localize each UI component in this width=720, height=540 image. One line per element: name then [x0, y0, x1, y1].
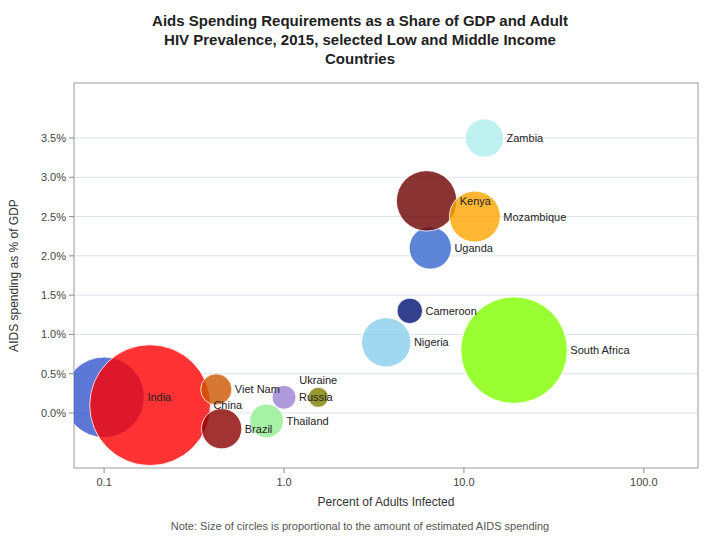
point-labels: India ChinaBrazil Viet Nam Thailand Russia Uk…	[147, 132, 630, 435]
bubble	[396, 171, 456, 231]
bubble	[397, 298, 422, 323]
x-tick-label: 1.0	[276, 476, 291, 488]
bubble	[465, 119, 503, 157]
note: Note: Size of circles is proportional to…	[171, 520, 549, 532]
x-tick	[463, 468, 464, 473]
y-tick-label: 0.0%	[41, 407, 66, 419]
chart: Aids Spending Requirements as a Share of…	[0, 0, 720, 540]
bubble	[90, 345, 211, 466]
point-label: Nigeria	[414, 336, 450, 348]
x-tick-label: 100.0	[630, 476, 658, 488]
y-tick	[69, 216, 74, 217]
y-tick-label: 1.0%	[41, 328, 66, 340]
x-tick-label: 10.0	[453, 476, 474, 488]
y-tick	[69, 295, 74, 296]
point-label: Mozambique	[503, 211, 566, 223]
y-tick-label: 0.5%	[41, 368, 66, 380]
grid-line	[74, 138, 698, 139]
bubble	[409, 227, 451, 269]
x-tick	[284, 468, 285, 473]
grid-line	[74, 177, 698, 178]
grid-line	[74, 216, 698, 217]
y-tick-label: 2.0%	[41, 250, 66, 262]
y-tick	[69, 177, 74, 178]
point-label: Kenya	[460, 195, 492, 207]
y-tick	[69, 373, 74, 374]
point-label: Cameroon	[426, 305, 477, 317]
y-tick	[69, 413, 74, 414]
point-label: Thailand	[286, 415, 328, 427]
x-tick	[104, 468, 105, 473]
point-label: Zambia	[507, 132, 545, 144]
point-label: India	[147, 391, 172, 403]
title: Aids Spending Requirements as a Share of…	[152, 12, 568, 67]
y-tick-label: 3.0%	[41, 171, 66, 183]
point-label: Brazil	[245, 423, 273, 435]
point-label: South Africa	[570, 344, 630, 356]
y-axis-label: AIDS spending as % of GDP	[7, 199, 21, 352]
point-label: Ukraine	[299, 374, 337, 386]
x-tick	[643, 468, 644, 473]
bubble	[449, 191, 500, 242]
point-label: Viet Nam	[235, 383, 280, 395]
grid-line	[74, 295, 698, 296]
point-label: Uganda	[454, 242, 493, 254]
bubbles	[74, 119, 567, 466]
grid-line	[74, 255, 698, 256]
y-tick	[69, 255, 74, 256]
y-tick-label: 3.5%	[41, 132, 66, 144]
y-tick-label: 2.5%	[41, 211, 66, 223]
plot-frame	[74, 83, 698, 468]
x-axis-label: Percent of Adults Infected	[318, 495, 455, 509]
y-tick	[69, 138, 74, 139]
bubble	[362, 318, 411, 367]
y-tick-label: 1.5%	[41, 289, 66, 301]
point-label: China	[213, 399, 243, 411]
bubble	[202, 409, 242, 449]
x-tick-label: 0.1	[96, 476, 111, 488]
point-label: Russia	[299, 391, 334, 403]
y-tick	[69, 334, 74, 335]
